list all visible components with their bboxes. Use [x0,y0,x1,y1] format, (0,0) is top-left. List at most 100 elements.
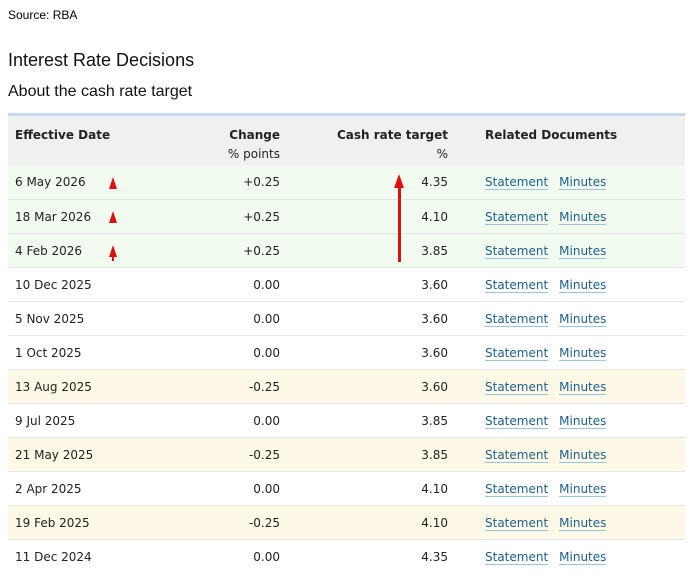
change-cell: -0.25 [168,505,280,540]
table-header: Effective Date Change % points Cash rate… [8,114,685,166]
statement-link[interactable]: Statement [485,379,549,395]
column-header-change: Change % points [168,115,280,166]
effective-date-cell: 21 May 2025 [8,437,168,472]
related-documents-cell: Statement Minutes [448,301,685,336]
cash-rate-cell: 4.35 [421,549,448,564]
page-title: Interest Rate Decisions [8,50,195,70]
change-cell: +0.25 [168,199,280,234]
cash-rate-cell: 4.10 [280,505,448,540]
change-cell: -0.25 [168,369,280,404]
effective-date-cell: 10 Dec 2025 [8,267,168,302]
cash-rate-cell: 3.85 [280,403,448,438]
statement-link[interactable]: Statement [485,345,549,361]
table-row: 5 Nov 2025 0.00 3.60 Statement Minutes [8,301,685,336]
up-triangle-icon [109,176,117,189]
related-documents-cell: Statement Minutes [448,165,685,200]
column-header-documents: Related Documents [448,115,685,166]
cash-rate-cell: 3.60 [280,267,448,302]
column-header-rate: Cash rate target % [280,115,448,166]
minutes-link[interactable]: Minutes [559,515,607,531]
related-documents-cell: Statement Minutes [448,335,685,370]
effective-date-cell: 19 Feb 2025 [8,505,168,540]
change-cell: 0.00 [253,549,280,564]
cash-rate-cell: 4.10 [280,471,448,506]
table-row: 10 Dec 2025 0.00 3.60 Statement Minutes [8,267,685,302]
cash-rate-cell: 3.85 [280,233,448,268]
minutes-link[interactable]: Minutes [559,413,607,429]
change-header-label: Change [229,128,280,142]
related-documents-cell: Statement Minutes [448,403,685,438]
table-row: 4 Feb 2026 +0.25 3.85 Statement Minutes [8,233,685,268]
change-cell: 0.00 [168,301,280,336]
minutes-link[interactable]: Minutes [559,447,607,463]
effective-date-cell: 6 May 2026 [8,165,168,200]
statement-link[interactable]: Statement [485,481,549,497]
effective-date-cell: 1 Oct 2025 [8,335,168,370]
rate-header-unit: % [436,147,448,161]
change-cell: 0.00 [168,403,280,438]
table-row: 19 Feb 2025 -0.25 4.10 Statement Minutes [8,505,685,540]
statement-link[interactable]: Statement [485,175,549,191]
change-cell: +0.25 [168,233,280,268]
table-row: 9 Jul 2025 0.00 3.85 Statement Minutes [8,403,685,438]
related-documents-cell: Statement Minutes [448,540,685,574]
up-triangle-icon [109,244,117,257]
statement-link[interactable]: Statement [485,277,549,293]
change-cell: 0.00 [168,335,280,370]
date-header-label: Effective Date [15,128,111,142]
effective-date-cell: 9 Jul 2025 [8,403,168,438]
related-documents-cell: Statement Minutes [448,505,685,540]
statement-link[interactable]: Statement [485,243,549,259]
minutes-link[interactable]: Minutes [559,175,607,191]
table-row: 11 Dec 2024 0.00 4.35 Statement Minutes [8,539,685,574]
effective-date-cell: 2 Apr 2025 [8,471,168,506]
up-triangle-stem-icon [112,255,114,261]
change-cell: 0.00 [168,267,280,302]
statement-link[interactable]: Statement [485,311,549,327]
change-cell: 0.00 [168,471,280,506]
statement-link[interactable]: Statement [485,515,549,531]
related-documents-cell: Statement Minutes [448,233,685,268]
minutes-link[interactable]: Minutes [559,379,607,395]
table-body: 6 May 2026 +0.25 4.35 Statement Minutes 18 Ma… [8,165,685,574]
change-header-unit: % points [227,147,280,161]
statement-link[interactable]: Statement [485,549,549,565]
minutes-link[interactable]: Minutes [559,243,607,259]
minutes-link[interactable]: Minutes [559,209,607,225]
minutes-link[interactable]: Minutes [559,277,607,293]
cash-rate-cell: 4.10 [280,199,448,234]
effective-date-cell: 18 Mar 2026 [8,199,168,234]
up-arrow-head-icon [394,174,404,188]
change-cell: +0.25 [168,165,280,200]
table-row: 18 Mar 2026 +0.25 4.10 Statement Minutes [8,199,685,234]
cash-rate-cell: 3.60 [280,369,448,404]
rate-decisions-table: Effective Date Change % points Cash rate… [8,113,685,574]
source-note: Source: RBA [8,8,78,22]
effective-date-cell: 5 Nov 2025 [8,301,168,336]
minutes-link[interactable]: Minutes [559,481,607,497]
up-arrow-icon [398,182,401,262]
cash-rate-cell: 3.60 [280,301,448,336]
column-header-date: Effective Date [8,115,168,166]
rate-decisions-table-container: Effective Date Change % points Cash rate… [8,113,685,574]
table-row: 1 Oct 2025 0.00 3.60 Statement Minutes [8,335,685,370]
related-documents-cell: Statement Minutes [448,369,685,404]
effective-date-cell: 13 Aug 2025 [8,369,168,404]
documents-header-label: Related Documents [485,128,618,142]
related-documents-cell: Statement Minutes [448,437,685,472]
table-row: 21 May 2025 -0.25 3.85 Statement Minutes [8,437,685,472]
effective-date-cell: 11 Dec 2024 [15,549,92,564]
cash-rate-cell: 3.85 [280,437,448,472]
statement-link[interactable]: Statement [485,209,549,225]
statement-link[interactable]: Statement [485,413,549,429]
related-documents-cell: Statement Minutes [448,199,685,234]
minutes-link[interactable]: Minutes [559,311,607,327]
related-documents-cell: Statement Minutes [448,267,685,302]
table-row: 13 Aug 2025 -0.25 3.60 Statement Minutes [8,369,685,404]
statement-link[interactable]: Statement [485,447,549,463]
cash-rate-cell: 3.60 [280,335,448,370]
minutes-link[interactable]: Minutes [559,345,607,361]
change-cell: -0.25 [168,437,280,472]
minutes-link[interactable]: Minutes [559,549,607,565]
cash-rate-cell: 4.35 [280,165,448,200]
